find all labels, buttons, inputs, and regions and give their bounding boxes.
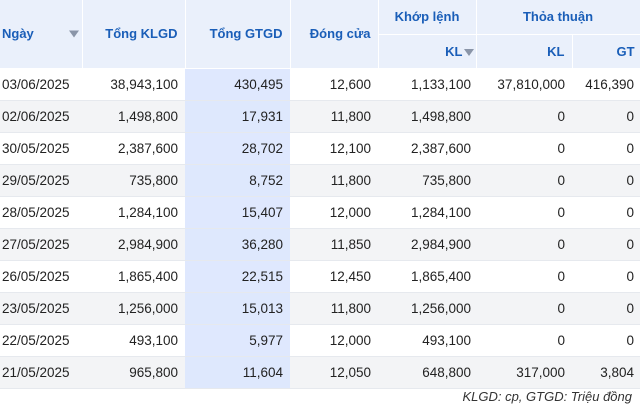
cell-close: 12,050: [290, 356, 378, 389]
table-row: 26/05/2025 1,865,400 22,515 12,450 1,865…: [0, 260, 640, 293]
header-matched-kl-label: KL: [445, 43, 463, 59]
cell-close: 11,800: [290, 100, 378, 133]
cell-matched-kl: 1,284,100: [378, 196, 476, 229]
cell-negotiated-gt: 0: [572, 228, 640, 261]
cell-negotiated-gt: 0: [572, 292, 640, 325]
cell-date: 27/05/2025: [0, 228, 82, 261]
cell-total-volume: 1,498,800: [82, 100, 185, 133]
header-matched-kl[interactable]: KL: [378, 34, 477, 69]
header-date[interactable]: Ngày: [0, 0, 83, 69]
cell-date: 26/05/2025: [0, 260, 82, 293]
cell-negotiated-kl: 37,810,000: [476, 68, 572, 101]
cell-negotiated-kl: 0: [476, 292, 572, 325]
header-date-label: Ngày: [2, 26, 34, 42]
cell-total-volume: 2,984,900: [82, 228, 185, 261]
units-note: KLGD: cp, GTGD: Triệu đồng: [462, 389, 632, 404]
header-matched-group: Khớp lệnh: [378, 0, 477, 35]
cell-negotiated-kl: 0: [476, 100, 572, 133]
cell-negotiated-kl: 0: [476, 260, 572, 293]
table-row: 29/05/2025 735,800 8,752 11,800 735,800 …: [0, 164, 640, 197]
header-row-bottom: KL KL GT: [0, 34, 640, 69]
cell-matched-kl: 648,800: [378, 356, 476, 389]
cell-matched-kl: 1,256,000: [378, 292, 476, 325]
cell-date: 23/05/2025: [0, 292, 82, 325]
cell-total-value: 8,752: [185, 164, 290, 197]
cell-total-volume: 2,387,600: [82, 132, 185, 165]
cell-negotiated-gt: 0: [572, 196, 640, 229]
cell-negotiated-gt: 3,804: [572, 356, 640, 389]
cell-close: 12,000: [290, 196, 378, 229]
cell-total-volume: 965,800: [82, 356, 185, 389]
header-negotiated-kl[interactable]: KL: [476, 34, 573, 69]
table-row: 23/05/2025 1,256,000 15,013 11,800 1,256…: [0, 292, 640, 325]
cell-close: 12,450: [290, 260, 378, 293]
cell-close: 11,850: [290, 228, 378, 261]
cell-negotiated-kl: 317,000: [476, 356, 572, 389]
cell-total-value: 15,013: [185, 292, 290, 325]
cell-negotiated-kl: 0: [476, 228, 572, 261]
cell-date: 22/05/2025: [0, 324, 82, 357]
cell-date: 29/05/2025: [0, 164, 82, 197]
trading-history-table: Ngày Tổng KLGD Tổng GTGD Đóng cửa Khớp l…: [0, 0, 640, 389]
cell-date: 21/05/2025: [0, 356, 82, 389]
cell-total-value: 11,604: [185, 356, 290, 389]
table-row: 03/06/2025 38,943,100 430,495 12,600 1,1…: [0, 68, 640, 101]
cell-negotiated-kl: 0: [476, 324, 572, 357]
cell-negotiated-kl: 0: [476, 196, 572, 229]
table-row: 28/05/2025 1,284,100 15,407 12,000 1,284…: [0, 196, 640, 229]
cell-matched-kl: 2,984,900: [378, 228, 476, 261]
cell-negotiated-gt: 0: [572, 324, 640, 357]
table-row: 22/05/2025 493,100 5,977 12,000 493,100 …: [0, 324, 640, 357]
cell-negotiated-gt: 0: [572, 260, 640, 293]
table-body: 03/06/2025 38,943,100 430,495 12,600 1,1…: [0, 68, 640, 389]
table-row: 21/05/2025 965,800 11,604 12,050 648,800…: [0, 356, 640, 389]
table-row: 02/06/2025 1,498,800 17,931 11,800 1,498…: [0, 100, 640, 133]
cell-total-volume: 38,943,100: [82, 68, 185, 101]
cell-total-value: 5,977: [185, 324, 290, 357]
cell-total-volume: 1,284,100: [82, 196, 185, 229]
cell-total-volume: 1,256,000: [82, 292, 185, 325]
cell-total-value: 36,280: [185, 228, 290, 261]
table-row: 27/05/2025 2,984,900 36,280 11,850 2,984…: [0, 228, 640, 261]
cell-date: 28/05/2025: [0, 196, 82, 229]
cell-close: 12,600: [290, 68, 378, 101]
cell-close: 11,800: [290, 164, 378, 197]
cell-matched-kl: 1,498,800: [378, 100, 476, 133]
header-total-value[interactable]: Tổng GTGD: [185, 0, 291, 69]
cell-matched-kl: 735,800: [378, 164, 476, 197]
cell-total-volume: 1,865,400: [82, 260, 185, 293]
cell-close: 12,100: [290, 132, 378, 165]
cell-negotiated-gt: 0: [572, 100, 640, 133]
cell-total-volume: 493,100: [82, 324, 185, 357]
cell-negotiated-gt: 0: [572, 164, 640, 197]
cell-date: 02/06/2025: [0, 100, 82, 133]
header-negotiated-group: Thỏa thuận: [476, 0, 640, 35]
cell-close: 11,800: [290, 292, 378, 325]
cell-matched-kl: 1,865,400: [378, 260, 476, 293]
header-close-price[interactable]: Đóng cửa: [290, 0, 379, 69]
cell-date: 03/06/2025: [0, 68, 82, 101]
header-negotiated-gt[interactable]: GT: [572, 34, 640, 69]
cell-negotiated-kl: 0: [476, 132, 572, 165]
cell-negotiated-gt: 416,390: [572, 68, 640, 101]
cell-total-value: 22,515: [185, 260, 290, 293]
header-total-volume[interactable]: Tổng KLGD: [82, 0, 186, 69]
cell-matched-kl: 2,387,600: [378, 132, 476, 165]
table-row: 30/05/2025 2,387,600 28,702 12,100 2,387…: [0, 132, 640, 165]
header-row-top: Ngày Tổng KLGD Tổng GTGD Đóng cửa Khớp l…: [0, 0, 640, 69]
sort-down-icon[interactable]: [68, 30, 79, 38]
cell-matched-kl: 1,133,100: [378, 68, 476, 101]
cell-total-value: 17,931: [185, 100, 290, 133]
cell-date: 30/05/2025: [0, 132, 82, 165]
cell-negotiated-gt: 0: [572, 132, 640, 165]
cell-negotiated-kl: 0: [476, 164, 572, 197]
cell-total-volume: 735,800: [82, 164, 185, 197]
cell-total-value: 15,407: [185, 196, 290, 229]
cell-close: 12,000: [290, 324, 378, 357]
cell-matched-kl: 493,100: [378, 324, 476, 357]
cell-total-value: 28,702: [185, 132, 290, 165]
sort-down-icon[interactable]: [463, 48, 474, 56]
cell-total-value: 430,495: [185, 68, 290, 101]
